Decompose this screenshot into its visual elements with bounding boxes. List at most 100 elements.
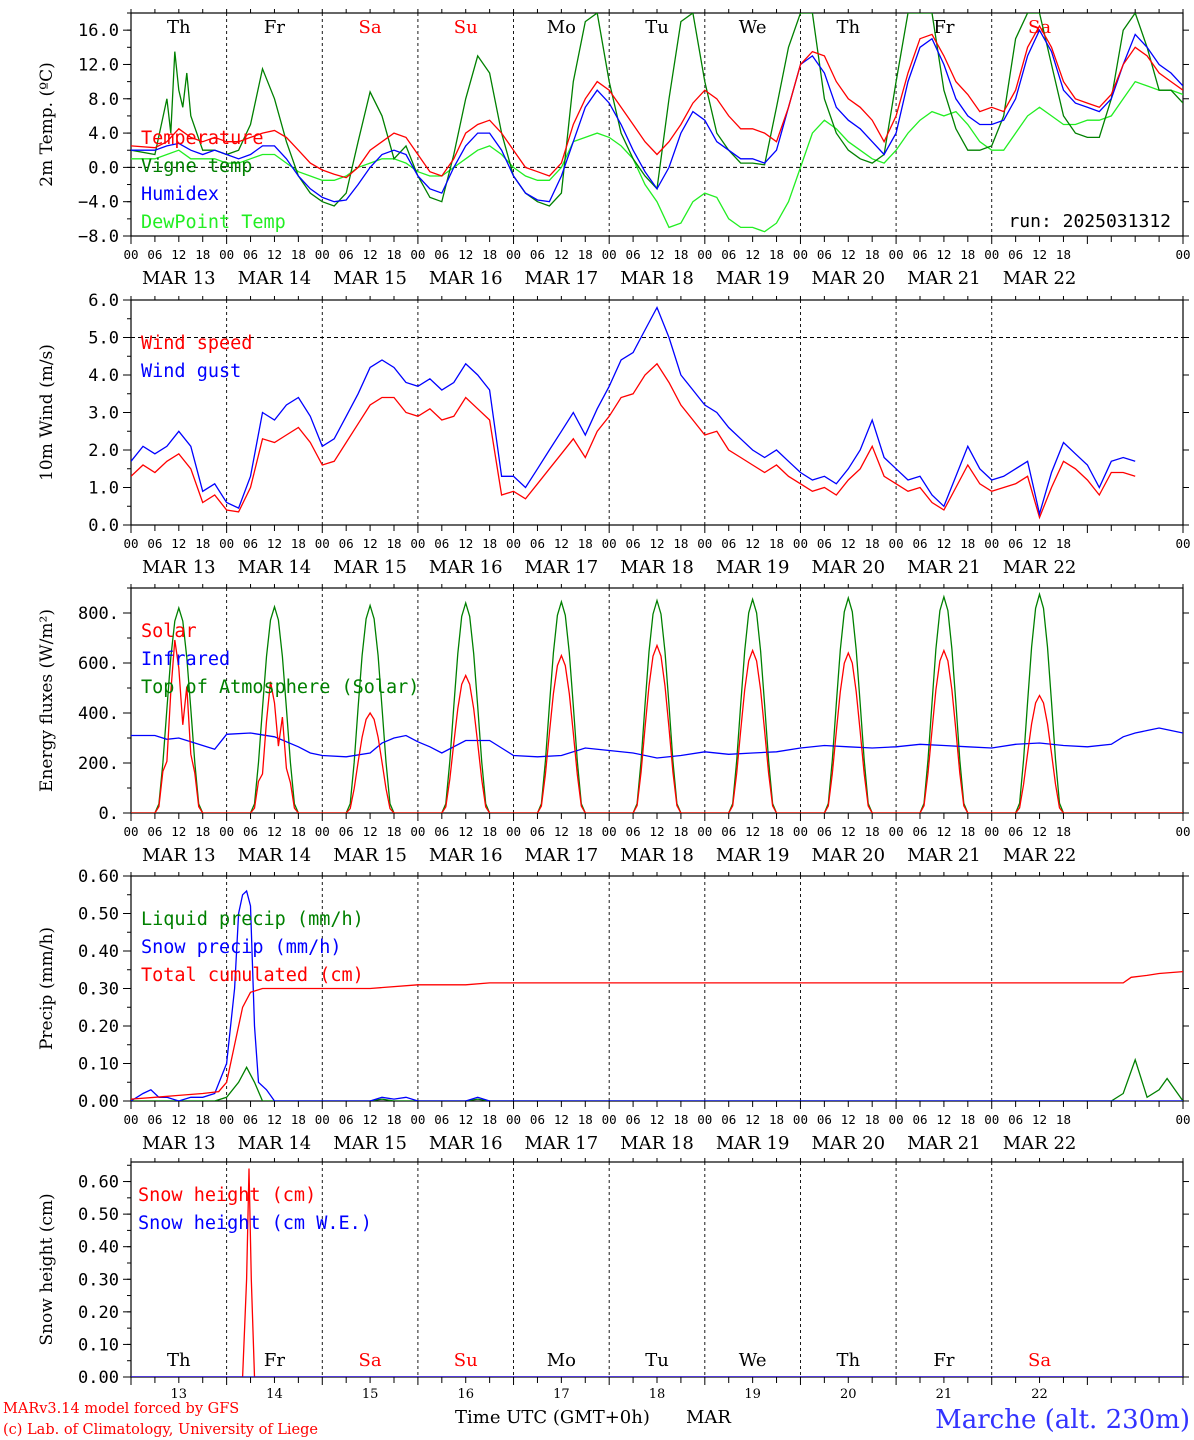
hour-label: 00 (889, 1112, 904, 1127)
hour-label: 06 (147, 824, 162, 839)
legend-entry: Liquid precip (mm/h) (141, 909, 364, 930)
hour-label: 00 (984, 824, 999, 839)
y-tick-label: 0.40 (78, 1238, 119, 1258)
hour-label: 12 (267, 824, 282, 839)
date-label: MAR 14 (238, 845, 312, 866)
hour-label: 12 (1032, 536, 1047, 551)
hour-label: 00 (793, 247, 808, 262)
date-label: MAR 18 (620, 557, 694, 578)
hour-label: 12 (363, 536, 378, 551)
date-label: MAR 21 (907, 845, 981, 866)
date-label: MAR 20 (811, 268, 885, 289)
hour-label: 18 (482, 536, 497, 551)
hour-label: 06 (243, 536, 258, 551)
hour-label: 00 (410, 1112, 425, 1127)
hour-label: 06 (817, 1112, 832, 1127)
hour-label: 00 (506, 1112, 521, 1127)
weekday-label: Mo (547, 1350, 576, 1371)
hour-label: 18 (291, 247, 306, 262)
hour-label: 18 (291, 536, 306, 551)
y-tick-label: 3.0 (88, 404, 119, 424)
hour-label: 00 (793, 824, 808, 839)
weekday-label: Mo (547, 17, 576, 38)
y-tick-label: 4.0 (88, 124, 119, 144)
hour-label: 00 (410, 824, 425, 839)
hour-label: 12 (171, 824, 186, 839)
hour-label: 06 (626, 536, 641, 551)
legend-entry: Snow precip (mm/h) (141, 937, 341, 958)
weekday-label: Th (167, 1350, 191, 1371)
hour-label: 06 (626, 824, 641, 839)
hour-label: 06 (434, 1112, 449, 1127)
hour-label: 06 (434, 824, 449, 839)
hour-label: 06 (434, 247, 449, 262)
hour-label: 06 (1008, 247, 1023, 262)
hour-label: 18 (195, 247, 210, 262)
date-label: MAR 17 (525, 557, 599, 578)
hour-label: 12 (1032, 1112, 1047, 1127)
hour-label: 06 (817, 247, 832, 262)
hour-label: 06 (721, 824, 736, 839)
date-label: MAR 14 (238, 557, 312, 578)
hour-label: 06 (243, 247, 258, 262)
day-number-label: 17 (553, 1387, 570, 1402)
legend-entry: Wind speed (141, 333, 252, 354)
panel-wind: 6.0 5.0 4.0 3.0 2.0 1.0 0.0 10m Wind (m/s) 00 06 1… (37, 291, 1191, 578)
hour-label: 06 (721, 247, 736, 262)
date-label: MAR 17 (525, 1133, 599, 1154)
hour-label: 18 (769, 536, 784, 551)
hour-label: 06 (339, 1112, 354, 1127)
hour-label: 12 (936, 1112, 951, 1127)
panel-energy: 800. 600. 400. 200. 0. Energy fluxes (W/m²) 00… (37, 584, 1191, 866)
weekday-label: Tu (645, 1350, 669, 1371)
hour-label: 00 (123, 536, 138, 551)
hour-label: 00 (506, 247, 521, 262)
date-label: MAR 19 (716, 1133, 790, 1154)
hour-label: 12 (554, 536, 569, 551)
hour-label: 18 (482, 247, 497, 262)
legend-entry: Humidex (141, 184, 219, 205)
y-tick-label: 2.0 (88, 441, 119, 461)
hour-label: 18 (1056, 536, 1071, 551)
hour-label: 18 (482, 824, 497, 839)
legend-entry: Snow height (cm W.E.) (138, 1213, 372, 1234)
hour-label: 00 (410, 536, 425, 551)
y-tick-label: 0.0 (88, 158, 119, 178)
hour-label: 18 (578, 1112, 593, 1127)
hour-label: 18 (195, 536, 210, 551)
y-tick-label: 1.0 (88, 479, 119, 499)
hour-label: 06 (339, 824, 354, 839)
y-tick-label: 0.60 (78, 1173, 119, 1193)
hour-label: 18 (960, 536, 975, 551)
y-tick-label: 0.0 (88, 516, 119, 536)
hour-label: 12 (745, 247, 760, 262)
y-tick-label: 8.0 (88, 90, 119, 110)
hour-label: 12 (267, 247, 282, 262)
date-label: MAR 18 (620, 268, 694, 289)
hour-label: 00 (219, 247, 234, 262)
hour-label: 12 (554, 247, 569, 262)
hour-label: 18 (769, 247, 784, 262)
hour-label: 12 (841, 1112, 856, 1127)
series-line-solar (131, 639, 1183, 813)
hour-label: 18 (960, 1112, 975, 1127)
month-label: MAR (686, 1407, 731, 1428)
series-line-snow-height-cm- (131, 1168, 1183, 1377)
hour-label: 12 (363, 1112, 378, 1127)
hour-label: 18 (865, 1112, 880, 1127)
hour-label: 06 (243, 824, 258, 839)
copyright-credit: (c) Lab. of Climatology, University of L… (3, 1422, 318, 1438)
hour-label: 18 (865, 536, 880, 551)
chart-panels: 16.0 12.0 8.0 4.0 0.0 −4.0 −8.0 2m Temp. (ºC) 00… (37, 9, 1191, 1402)
hour-label: 00 (315, 536, 330, 551)
weekday-label: Su (454, 1350, 478, 1371)
hour-label: 12 (363, 824, 378, 839)
hour-label: 00 (506, 824, 521, 839)
y-tick-label: 600. (78, 654, 119, 674)
hour-label: 18 (673, 247, 688, 262)
y-tick-label: 0.20 (78, 1303, 119, 1323)
weekday-label: Su (454, 17, 478, 38)
hour-label: 06 (530, 536, 545, 551)
hour-label: 06 (1008, 1112, 1023, 1127)
date-label: MAR 21 (907, 1133, 981, 1154)
